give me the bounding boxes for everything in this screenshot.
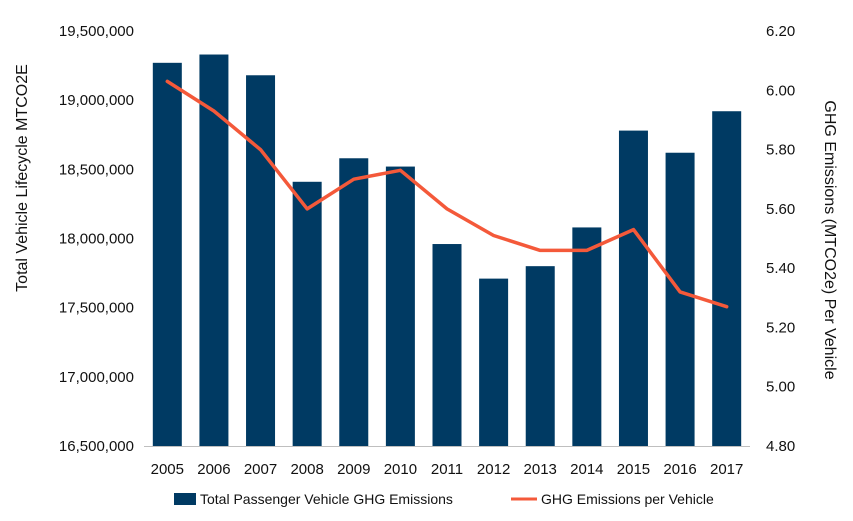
right-tick-label: 5.60 bbox=[766, 201, 795, 218]
x-tick-label: 2011 bbox=[431, 461, 463, 478]
right-axis-ticks: 6.20 6.00 5.80 5.60 5.40 5.20 5.00 4.80 bbox=[766, 23, 795, 455]
x-tick-label: 2017 bbox=[710, 461, 743, 478]
right-tick-label: 5.20 bbox=[766, 319, 795, 336]
bar bbox=[712, 111, 742, 446]
right-tick-label: 6.20 bbox=[766, 23, 795, 40]
legend-label-line: GHG Emissions per Vehicle bbox=[541, 491, 714, 507]
bar bbox=[152, 62, 182, 447]
x-tick-label: 2005 bbox=[151, 461, 184, 478]
left-tick-label: 19,500,000 bbox=[59, 23, 134, 40]
left-axis-ticks: 19,500,000 19,000,000 18,500,000 18,000,000… bbox=[59, 23, 134, 455]
line-series bbox=[165, 79, 729, 309]
bar bbox=[292, 181, 322, 447]
x-tick-label: 2008 bbox=[290, 461, 323, 478]
left-axis-title: Total Vehicle Lifecycle MTCO2E bbox=[14, 64, 31, 292]
left-tick-label: 18,000,000 bbox=[59, 231, 134, 248]
right-tick-label: 5.00 bbox=[766, 379, 795, 396]
x-tick-label: 2009 bbox=[337, 461, 370, 478]
x-tick-label: 2014 bbox=[570, 461, 603, 478]
x-tick-label: 2006 bbox=[197, 461, 230, 478]
legend-label-bar: Total Passenger Vehicle GHG Emissions bbox=[200, 491, 453, 507]
x-axis-ticks: 2005 2006 2007 2008 2009 2010 2011 2012 2013 2014… bbox=[151, 461, 744, 478]
x-tick-label: 2015 bbox=[617, 461, 650, 478]
right-tick-label: 4.80 bbox=[766, 438, 795, 455]
bar bbox=[339, 158, 369, 446]
bar bbox=[432, 244, 462, 446]
bar bbox=[618, 130, 648, 446]
right-axis-title: GHG Emissions (MTCO2e) Per Vehicle bbox=[821, 100, 838, 379]
bar bbox=[246, 75, 276, 447]
bar bbox=[479, 278, 509, 446]
left-tick-label: 18,500,000 bbox=[59, 161, 134, 178]
bar-series bbox=[152, 54, 742, 447]
bar bbox=[385, 166, 415, 447]
bar bbox=[572, 227, 602, 446]
legend: Total Passenger Vehicle GHG Emissions GH… bbox=[174, 491, 714, 507]
x-tick-label: 2013 bbox=[524, 461, 557, 478]
x-tick-label: 2010 bbox=[384, 461, 417, 478]
x-tick-label: 2007 bbox=[244, 461, 277, 478]
x-tick-label: 2012 bbox=[477, 461, 510, 478]
left-tick-label: 17,500,000 bbox=[59, 300, 134, 317]
x-tick-label: 2016 bbox=[663, 461, 696, 478]
right-tick-label: 6.00 bbox=[766, 82, 795, 99]
right-tick-label: 5.80 bbox=[766, 142, 795, 159]
right-tick-label: 5.40 bbox=[766, 260, 795, 277]
bar bbox=[525, 266, 555, 446]
legend-swatch-bar bbox=[174, 493, 196, 505]
left-tick-label: 19,000,000 bbox=[59, 92, 134, 109]
left-tick-label: 16,500,000 bbox=[59, 438, 134, 455]
left-tick-label: 17,000,000 bbox=[59, 369, 134, 386]
bar bbox=[665, 152, 695, 446]
